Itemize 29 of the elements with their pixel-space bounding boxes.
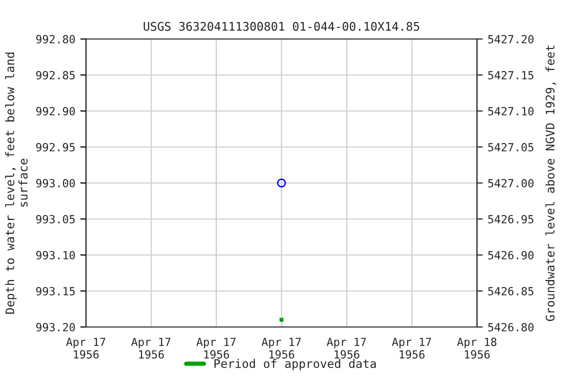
y2-tick-label: 5426.85 <box>488 287 534 296</box>
y-tick-label: 992.90 <box>36 107 75 116</box>
chart-title: USGS 363204111300801 01-044-00.10X14.85 <box>144 22 420 31</box>
y-tick-label: 993.15 <box>36 287 75 296</box>
y-axis-title: Depth to water level, feet below land surface <box>5 52 28 314</box>
x-tick-label: Apr 17 1956 <box>262 338 301 359</box>
y-tick-label: 993.10 <box>36 251 75 260</box>
x-tick-label: Apr 18 1956 <box>457 338 496 359</box>
x-tick-label: Apr 17 1956 <box>392 338 432 359</box>
y-tick-label: 993.05 <box>36 215 75 224</box>
y-tick-label: 992.95 <box>36 143 75 152</box>
y2-tick-label: 5426.95 <box>488 215 534 224</box>
y2-axis-title: Groundwater level above NGVD 1929, feet <box>545 46 556 322</box>
y2-tick-label: 5427.20 <box>488 35 534 44</box>
y2-tick-label: 5426.90 <box>488 251 534 260</box>
y2-tick-label: 5427.00 <box>488 179 534 188</box>
x-tick-label: Apr 17 1956 <box>131 338 170 359</box>
y2-tick-label: 5427.15 <box>488 71 534 80</box>
y-tick-label: 992.85 <box>36 71 75 80</box>
legend-label: Period of approved data <box>214 358 376 370</box>
y-tick-label: 992.80 <box>36 35 75 44</box>
x-tick-label: Apr 17 1956 <box>326 338 366 359</box>
y-tick-label: 993.00 <box>36 179 75 188</box>
y-tick-label: 993.20 <box>36 323 75 332</box>
x-tick-label: Apr 17 1956 <box>66 338 106 359</box>
y2-tick-label: 5426.80 <box>488 323 534 332</box>
y2-tick-label: 5427.10 <box>488 107 534 116</box>
x-tick-label: Apr 17 1956 <box>196 338 236 359</box>
y2-tick-label: 5427.05 <box>488 143 534 152</box>
